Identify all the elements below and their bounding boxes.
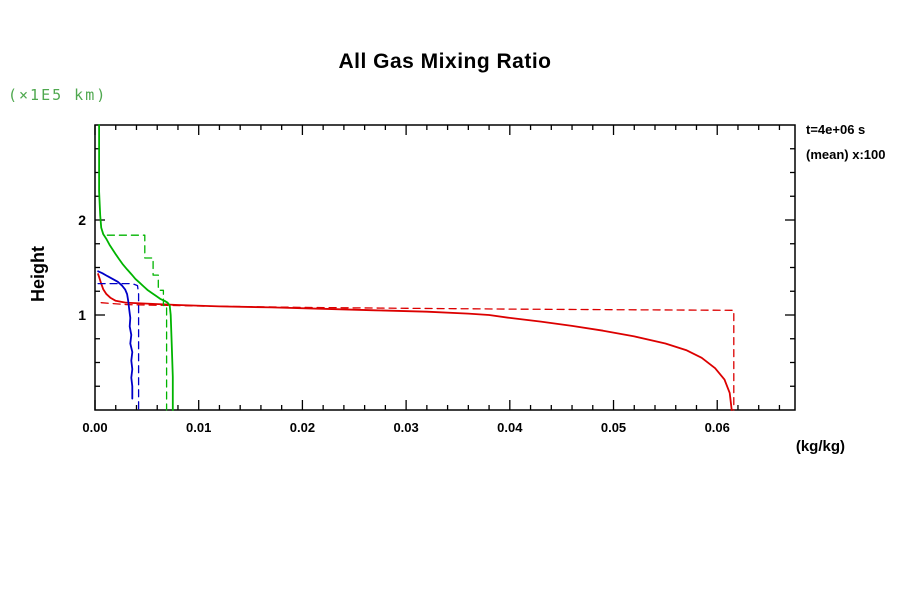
x-tick-label: 0.00: [82, 420, 107, 435]
chart-title: All Gas Mixing Ratio: [338, 50, 552, 73]
y-axis-title: Height: [28, 246, 48, 302]
x-tick-label: 0.05: [601, 420, 626, 435]
annotation-mean: (mean) x:100: [806, 147, 886, 162]
y-tick-label: 1: [78, 307, 86, 323]
x-axis-unit-label: (kg/kg): [795, 438, 845, 455]
red-dashed-line: [100, 302, 735, 411]
y-axis-unit-label: (×1E5 km): [8, 86, 108, 104]
x-tick-label: 0.04: [497, 420, 523, 435]
x-tick-label: 0.01: [186, 420, 211, 435]
blue-solid-line: [97, 270, 134, 400]
green-dashed-line: [106, 234, 168, 411]
y-tick-label: 2: [78, 212, 86, 228]
annotation-time: t=4e+06 s: [806, 122, 866, 137]
x-tick-label: 0.06: [705, 420, 730, 435]
green-solid-line: [98, 124, 174, 411]
red-solid-line: [97, 273, 733, 411]
x-tick-label: 0.02: [290, 420, 315, 435]
blue-dashed-line: [97, 282, 140, 411]
plot-frame: [94, 124, 796, 411]
x-tick-label: 0.03: [393, 420, 418, 435]
